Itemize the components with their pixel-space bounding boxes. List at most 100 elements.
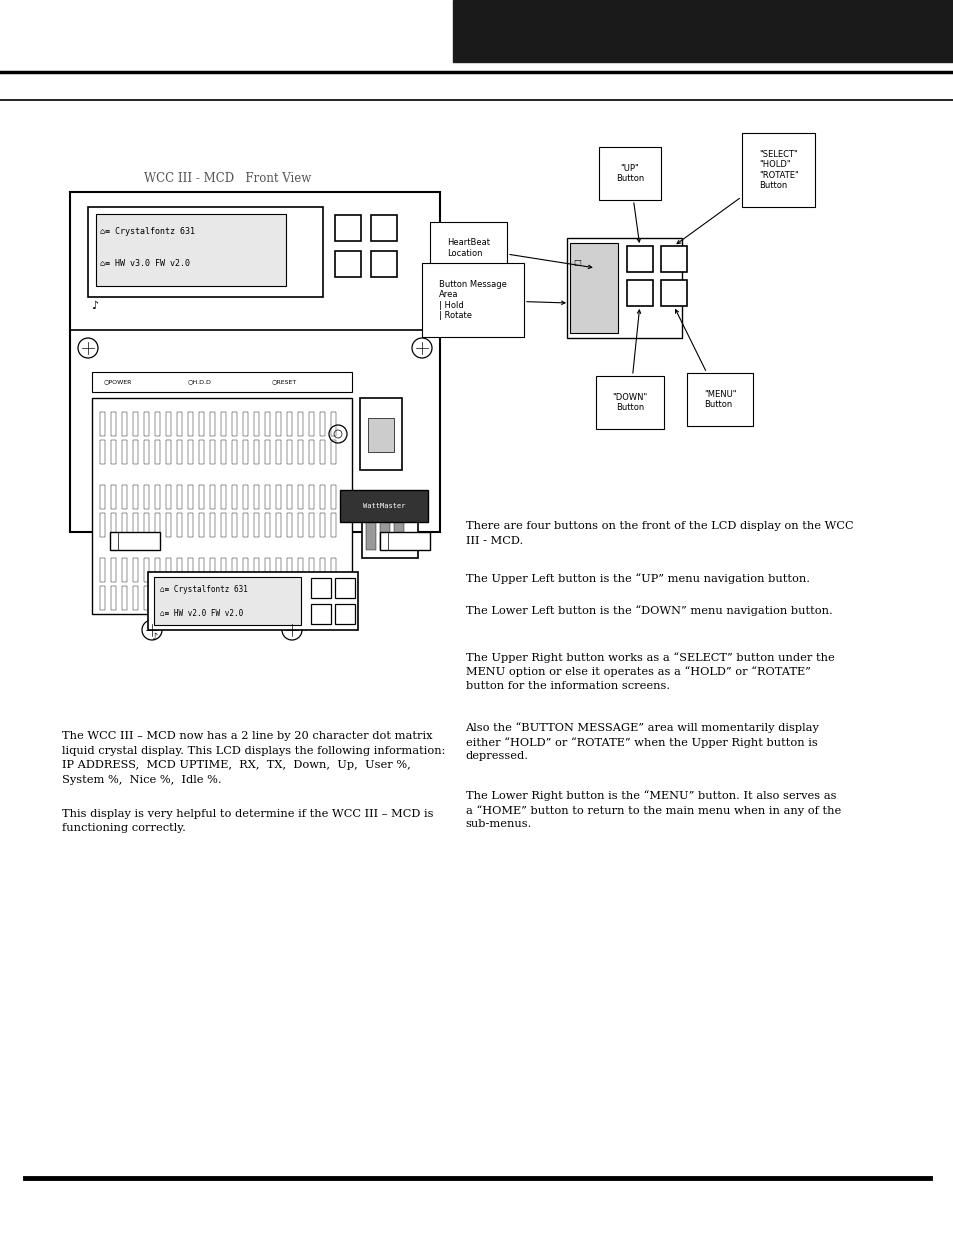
Bar bbox=[319, 485, 325, 509]
Bar bbox=[297, 440, 303, 464]
Bar bbox=[243, 585, 248, 610]
Bar bbox=[96, 214, 286, 287]
Bar bbox=[232, 558, 236, 582]
Bar bbox=[91, 398, 352, 614]
Bar bbox=[70, 191, 439, 532]
Bar bbox=[253, 585, 258, 610]
Text: The Upper Right button works as a “SELECT” button under the: The Upper Right button works as a “SELEC… bbox=[465, 652, 834, 663]
Bar bbox=[265, 585, 270, 610]
Bar bbox=[287, 440, 292, 464]
Bar bbox=[253, 513, 258, 537]
Text: The Lower Left button is the “DOWN” menu navigation button.: The Lower Left button is the “DOWN” menu… bbox=[465, 605, 831, 616]
Text: ♪: ♪ bbox=[151, 632, 157, 642]
Bar bbox=[144, 485, 149, 509]
Bar bbox=[335, 251, 360, 277]
Bar bbox=[154, 485, 160, 509]
Text: a “HOME” button to return to the main menu when in any of the: a “HOME” button to return to the main me… bbox=[465, 805, 840, 815]
Bar bbox=[379, 506, 390, 550]
Bar bbox=[210, 485, 214, 509]
Bar bbox=[154, 440, 160, 464]
Bar bbox=[253, 440, 258, 464]
Bar bbox=[221, 412, 226, 436]
Bar bbox=[199, 412, 204, 436]
Bar bbox=[144, 513, 149, 537]
Bar bbox=[243, 513, 248, 537]
Bar bbox=[265, 412, 270, 436]
Bar bbox=[335, 578, 355, 598]
Text: The Lower Right button is the “MENU” button. It also serves as: The Lower Right button is the “MENU” but… bbox=[465, 790, 835, 802]
Bar bbox=[199, 558, 204, 582]
Bar bbox=[297, 513, 303, 537]
Text: III - MCD.: III - MCD. bbox=[465, 536, 522, 546]
Bar bbox=[331, 513, 335, 537]
Bar bbox=[122, 412, 127, 436]
Bar bbox=[111, 412, 116, 436]
Bar bbox=[154, 558, 160, 582]
Bar bbox=[319, 585, 325, 610]
Bar bbox=[210, 585, 214, 610]
Bar bbox=[331, 558, 335, 582]
Text: liquid crystal display. This LCD displays the following information:: liquid crystal display. This LCD display… bbox=[62, 746, 445, 756]
Bar bbox=[265, 485, 270, 509]
Bar bbox=[144, 440, 149, 464]
Bar bbox=[210, 513, 214, 537]
Bar bbox=[566, 238, 681, 338]
Bar bbox=[148, 572, 357, 630]
Bar bbox=[232, 585, 236, 610]
Bar bbox=[132, 412, 138, 436]
Text: ⌂≡ Crystalfontz 631: ⌂≡ Crystalfontz 631 bbox=[100, 227, 194, 236]
Text: ○POWER: ○POWER bbox=[104, 379, 132, 384]
Bar bbox=[166, 440, 171, 464]
Text: depressed.: depressed. bbox=[465, 751, 528, 762]
Bar bbox=[309, 558, 314, 582]
Text: ⌂≡ HW v2.0 FW v2.0: ⌂≡ HW v2.0 FW v2.0 bbox=[160, 610, 243, 619]
Bar bbox=[253, 485, 258, 509]
Bar bbox=[319, 440, 325, 464]
Bar bbox=[368, 417, 394, 452]
Bar bbox=[132, 585, 138, 610]
Bar bbox=[221, 558, 226, 582]
Text: ⌂≡ Crystalfontz 631: ⌂≡ Crystalfontz 631 bbox=[160, 584, 248, 594]
Bar bbox=[265, 558, 270, 582]
Bar bbox=[177, 440, 182, 464]
Bar bbox=[199, 485, 204, 509]
Text: ♪: ♪ bbox=[91, 301, 98, 311]
Bar bbox=[132, 513, 138, 537]
Bar bbox=[265, 513, 270, 537]
Text: sub-menus.: sub-menus. bbox=[465, 819, 532, 830]
Bar bbox=[371, 251, 396, 277]
Bar bbox=[309, 412, 314, 436]
Bar bbox=[144, 412, 149, 436]
Bar bbox=[111, 440, 116, 464]
Bar bbox=[177, 513, 182, 537]
Bar bbox=[287, 412, 292, 436]
Bar bbox=[122, 585, 127, 610]
Bar bbox=[243, 440, 248, 464]
Bar bbox=[210, 440, 214, 464]
Bar bbox=[88, 207, 323, 296]
Bar bbox=[309, 585, 314, 610]
Bar bbox=[453, 0, 953, 62]
Bar bbox=[275, 485, 281, 509]
Bar bbox=[221, 485, 226, 509]
Bar bbox=[626, 246, 652, 272]
Text: The WCC III – MCD now has a 2 line by 20 character dot matrix: The WCC III – MCD now has a 2 line by 20… bbox=[62, 731, 432, 741]
Bar bbox=[331, 440, 335, 464]
Bar bbox=[188, 440, 193, 464]
Bar bbox=[111, 485, 116, 509]
Bar bbox=[144, 585, 149, 610]
Bar bbox=[297, 558, 303, 582]
Bar bbox=[361, 498, 417, 558]
Bar bbox=[311, 578, 331, 598]
Bar bbox=[309, 485, 314, 509]
Bar bbox=[110, 532, 160, 550]
Bar bbox=[297, 585, 303, 610]
Text: "MENU"
Button: "MENU" Button bbox=[675, 310, 736, 409]
Text: The Upper Left button is the “UP” menu navigation button.: The Upper Left button is the “UP” menu n… bbox=[465, 573, 809, 584]
Bar bbox=[166, 585, 171, 610]
Bar bbox=[253, 558, 258, 582]
Bar bbox=[177, 585, 182, 610]
Bar bbox=[319, 412, 325, 436]
Bar bbox=[366, 506, 375, 550]
Bar bbox=[232, 513, 236, 537]
